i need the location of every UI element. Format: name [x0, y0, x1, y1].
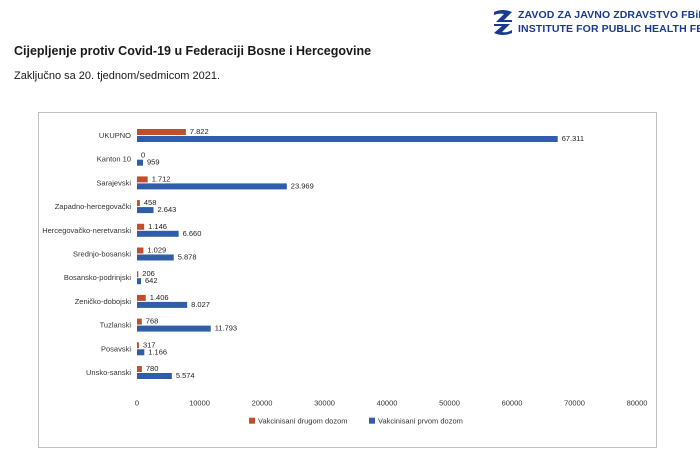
bar-first-dose	[137, 254, 174, 261]
category-label: UKUPNO	[99, 131, 131, 140]
bar-first-dose	[137, 325, 211, 332]
institute-logo: ZAVOD ZA JAVNO ZDRAVSTVO FBiH INSTITUTE …	[492, 6, 700, 40]
bar-second-dose	[137, 318, 142, 325]
category-label: Kanton 10	[97, 155, 131, 164]
bar-first-dose	[137, 230, 179, 237]
data-label-first-dose: 11.793	[215, 324, 237, 333]
x-tick-label: 60000	[502, 399, 523, 408]
category-label: Srednjo-bosanski	[73, 250, 131, 259]
data-label-second-dose: 0	[141, 151, 145, 160]
bar-first-dose	[137, 183, 287, 190]
bar-first-dose	[137, 207, 154, 214]
x-tick-label: 40000	[377, 399, 398, 408]
bar-second-dose	[137, 176, 148, 183]
chart-frame: UKUPNO 7.822 67.311 Kanton 10 0 959 Sarajevski…	[38, 112, 657, 448]
data-label-first-dose: 1.166	[148, 347, 167, 356]
data-label-first-dose: 959	[147, 158, 160, 167]
category-label: Unsko-sanski	[86, 368, 131, 377]
category-label: Sarajevski	[96, 178, 131, 187]
bar-second-dose	[137, 247, 144, 254]
bar-second-dose	[137, 271, 139, 278]
bar-second-dose	[137, 294, 146, 301]
logo-text-local: ZAVOD ZA JAVNO ZDRAVSTVO FBiH	[518, 9, 700, 21]
x-tick-label: 70000	[564, 399, 585, 408]
data-label-first-dose: 2.643	[158, 205, 177, 214]
legend-swatch-second-dose	[249, 417, 255, 424]
data-label-second-dose: 1.146	[148, 222, 167, 231]
data-label-first-dose: 5.574	[176, 371, 195, 380]
x-tick-label: 30000	[314, 399, 335, 408]
bar-first-dose	[137, 373, 172, 379]
category-label: Tuzlanski	[100, 321, 132, 330]
category-label: Posavski	[101, 344, 131, 353]
legend-swatch-first-dose	[369, 417, 375, 424]
category-label: Zeničko-dobojski	[75, 297, 132, 306]
x-tick-label: 80000	[627, 399, 648, 408]
bar-first-dose	[137, 349, 145, 356]
x-tick-label: 0	[135, 399, 139, 408]
bar-first-dose	[137, 136, 558, 142]
bar-first-dose	[137, 159, 143, 166]
category-label: Hercegovačko-neretvanski	[42, 226, 131, 235]
bar-first-dose	[137, 301, 188, 308]
bar-second-dose	[137, 200, 140, 207]
data-label-second-dose: 768	[146, 317, 159, 326]
bar-second-dose	[137, 129, 186, 135]
page-subtitle: Zaključno sa 20. tjednom/sedmicom 2021.	[14, 70, 221, 82]
logo-text-english: INSTITUTE FOR PUBLIC HEALTH FB&H	[518, 23, 700, 35]
legend-label-first-dose: Vakcinisani prvom dozom	[378, 417, 463, 426]
data-label-second-dose: 1.029	[147, 246, 166, 255]
data-label-second-dose: 780	[146, 364, 159, 373]
legend-label-second-dose: Vakcinisani drugom dozom	[258, 417, 348, 426]
data-label-second-dose: 7.822	[190, 127, 209, 136]
data-label-second-dose: 1.712	[152, 174, 171, 183]
bar-second-dose	[137, 342, 139, 349]
data-label-second-dose: 206	[142, 269, 155, 278]
data-label-second-dose: 1.406	[150, 293, 169, 302]
x-tick-label: 20000	[252, 399, 273, 408]
page-title: Cijepljenje protiv Covid-19 u Federaciji…	[14, 44, 372, 58]
data-label-first-dose: 8.027	[191, 300, 210, 309]
category-label: Bosansko-podrinjski	[64, 273, 131, 282]
bar-second-dose	[137, 223, 145, 230]
data-label-second-dose: 458	[144, 198, 157, 207]
data-label-first-dose: 6.660	[183, 229, 202, 238]
institute-logo-icon	[494, 10, 512, 35]
x-tick-label: 50000	[439, 399, 460, 408]
x-tick-label: 10000	[189, 399, 210, 408]
bar-second-dose	[137, 366, 142, 372]
data-label-first-dose: 5.878	[178, 253, 197, 262]
data-label-first-dose: 642	[145, 276, 158, 285]
data-label-second-dose: 317	[143, 340, 156, 349]
category-label: Zapadno-hercegovački	[55, 202, 132, 211]
data-label-first-dose: 23.969	[291, 181, 314, 190]
data-label-first-dose: 67.311	[562, 134, 584, 143]
bar-first-dose	[137, 278, 142, 285]
